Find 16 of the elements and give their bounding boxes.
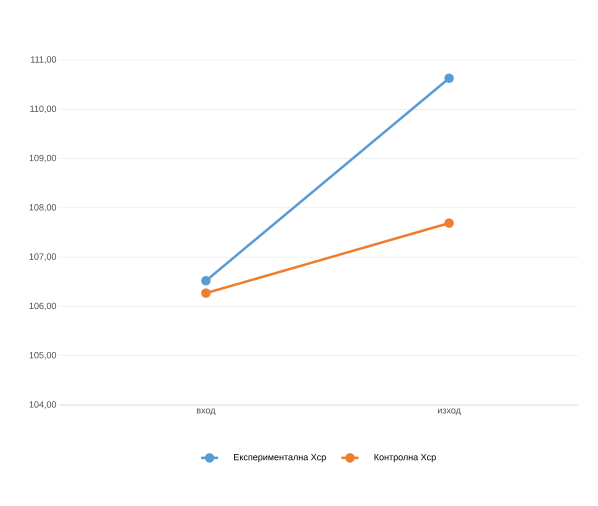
y-tick-label: 108,00: [30, 204, 56, 212]
y-tick-label: 106,00: [30, 302, 56, 310]
point: [444, 73, 454, 83]
y-tick-label: 107,00: [30, 253, 56, 261]
y-tick-label: 109,00: [30, 154, 56, 162]
y-tick-label: 110,00: [30, 106, 56, 113]
point: [201, 288, 211, 298]
y-tick-label: 104,00: [30, 401, 56, 409]
x-tick-label: изход: [438, 408, 461, 416]
y-tick-label: 111,00: [30, 56, 56, 64]
y-tick-label: 105,00: [30, 352, 56, 360]
point: [444, 218, 454, 228]
legend-label: Експериментална Хср: [234, 454, 326, 462]
point: [201, 276, 211, 286]
x-tick-label: вход: [196, 408, 216, 416]
legend-label: Контролна Хср: [374, 454, 436, 462]
